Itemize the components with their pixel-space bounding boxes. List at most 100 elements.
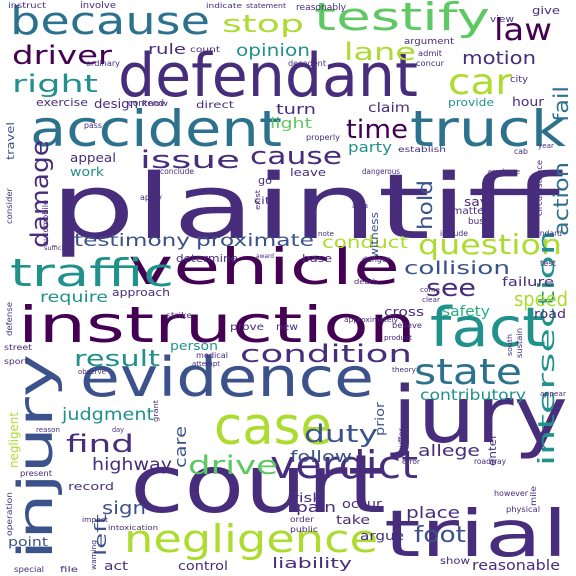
word-cross: cross bbox=[384, 305, 424, 319]
word-contributory: contributory bbox=[420, 386, 526, 404]
word-order: order bbox=[290, 515, 315, 524]
word-automobile: automobile bbox=[41, 200, 50, 246]
word-highway: highway bbox=[92, 455, 172, 475]
word-view: view bbox=[490, 15, 514, 25]
word-witness: witness bbox=[368, 212, 381, 258]
word-south: south bbox=[506, 334, 514, 356]
word-error: error bbox=[402, 458, 420, 466]
word-design: design bbox=[94, 97, 138, 111]
word-present: present bbox=[20, 469, 52, 478]
word-include: include bbox=[440, 229, 468, 238]
word-argue: argue bbox=[360, 529, 404, 543]
word-operation: operation bbox=[5, 492, 14, 536]
word-fail: fail bbox=[549, 86, 573, 122]
word-approach: approach bbox=[112, 286, 170, 299]
word-product: product bbox=[384, 334, 412, 342]
word-place: place bbox=[406, 503, 460, 522]
word-speed: speed bbox=[514, 287, 568, 311]
word-grant: grant bbox=[152, 400, 160, 422]
word-concur: concur bbox=[416, 59, 445, 68]
word-reasonable: reasonable bbox=[472, 558, 560, 574]
word-see: see bbox=[426, 274, 476, 302]
word-city: city bbox=[510, 75, 529, 85]
word-new: new bbox=[276, 322, 298, 333]
word-attempt: attempt bbox=[192, 360, 220, 368]
word-base: base bbox=[302, 252, 332, 265]
word-know: know bbox=[142, 99, 169, 108]
word-road: road bbox=[534, 307, 566, 321]
word-intersection: intersection bbox=[535, 230, 560, 466]
word-come: come bbox=[420, 286, 440, 294]
word-note: note bbox=[318, 230, 334, 238]
word-reasonably: reasonably bbox=[296, 3, 347, 13]
word-area: area bbox=[352, 202, 368, 210]
word-risk: risk bbox=[292, 491, 322, 505]
word-statement: statement bbox=[246, 2, 286, 10]
word-exercise: exercise bbox=[36, 96, 88, 109]
word-drive: drive bbox=[188, 451, 278, 481]
word-cause: cause bbox=[250, 142, 342, 170]
word-verdict: verdict bbox=[270, 443, 418, 487]
word-judgment: judgment bbox=[61, 405, 154, 425]
word-because: because bbox=[10, 0, 210, 43]
word-believe: believe bbox=[392, 321, 422, 330]
word-work: work bbox=[70, 165, 104, 179]
word-trial: trial bbox=[384, 498, 568, 572]
word-contend: contend bbox=[128, 99, 164, 109]
word-sustain: sustain bbox=[515, 328, 524, 358]
word-conclude: conclude bbox=[160, 167, 194, 176]
word-take: take bbox=[336, 513, 370, 527]
word-testify: testify bbox=[314, 0, 490, 39]
word-hour: hour bbox=[512, 95, 544, 109]
word-defense: defense bbox=[5, 302, 14, 336]
word-provide: provide bbox=[448, 96, 494, 109]
word-negligence: negligence bbox=[124, 517, 378, 561]
word-light: light bbox=[270, 116, 313, 132]
word-clear: clear bbox=[422, 296, 440, 304]
word-control: control bbox=[178, 559, 228, 573]
word-point: point bbox=[8, 535, 48, 549]
word-conduct: conduct bbox=[322, 233, 408, 253]
word-physical: physical bbox=[506, 505, 540, 514]
word-say: say bbox=[464, 195, 488, 209]
word-vehicle: vehicle bbox=[128, 238, 400, 296]
word-public: public bbox=[290, 525, 318, 534]
word-opinion: opinion bbox=[236, 41, 310, 61]
word-suffer: suffer bbox=[397, 427, 406, 452]
word-file: file bbox=[60, 565, 78, 574]
word-prove: prove bbox=[230, 322, 264, 333]
word-instruction: instruction bbox=[18, 296, 416, 354]
word-admit: admit bbox=[418, 49, 442, 58]
word-theory: theory bbox=[392, 366, 416, 374]
word-circumstance: circumstance bbox=[535, 160, 544, 216]
word-count: count bbox=[190, 45, 220, 54]
word-go: go bbox=[258, 174, 272, 187]
word-failure: failure bbox=[502, 275, 554, 289]
word-warning: warning bbox=[90, 540, 98, 570]
word-street: street bbox=[4, 343, 32, 352]
word-strike: strike bbox=[166, 311, 192, 320]
word-mile: mile bbox=[529, 486, 538, 506]
word-travel: travel bbox=[4, 122, 17, 160]
word-award: award bbox=[256, 253, 274, 260]
word-case: case bbox=[214, 397, 332, 457]
word-injury: injury bbox=[8, 354, 64, 560]
word-bus: bus bbox=[468, 217, 484, 227]
word-claim: claim bbox=[368, 101, 410, 116]
word-right: right bbox=[12, 70, 98, 98]
word-occur: occur bbox=[342, 497, 382, 511]
word-care: care bbox=[171, 426, 190, 468]
word-establish: establish bbox=[398, 145, 446, 154]
word-ordinary: ordinary bbox=[86, 59, 120, 68]
word-instruct: instruct bbox=[8, 1, 46, 10]
word-state: state bbox=[414, 352, 522, 393]
word-driver: driver bbox=[12, 41, 112, 71]
word-result: result bbox=[74, 347, 161, 372]
word-turn: turn bbox=[276, 102, 316, 118]
word-sign: sign bbox=[102, 498, 146, 519]
word-approximately: approximately bbox=[344, 316, 398, 324]
word-determine: determine bbox=[176, 252, 238, 265]
word-medical: medical bbox=[196, 351, 228, 360]
word-apply: apply bbox=[140, 193, 162, 202]
word-person: person bbox=[170, 339, 218, 353]
